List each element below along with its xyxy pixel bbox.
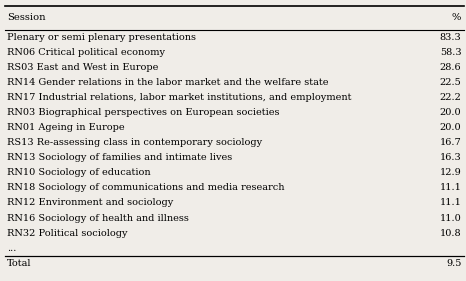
Text: RN18 Sociology of communications and media research: RN18 Sociology of communications and med… xyxy=(7,183,284,192)
Text: 28.6: 28.6 xyxy=(440,63,461,72)
Text: RS13 Re-assessing class in contemporary sociology: RS13 Re-assessing class in contemporary … xyxy=(7,138,262,147)
Text: RN32 Political sociology: RN32 Political sociology xyxy=(7,229,128,238)
Text: RN16 Sociology of health and illness: RN16 Sociology of health and illness xyxy=(7,214,189,223)
Text: 58.3: 58.3 xyxy=(440,48,461,57)
Text: RN01 Ageing in Europe: RN01 Ageing in Europe xyxy=(7,123,124,132)
Text: RN12 Environment and sociology: RN12 Environment and sociology xyxy=(7,198,173,207)
Text: Total: Total xyxy=(7,259,32,268)
Text: 11.1: 11.1 xyxy=(439,183,461,192)
Text: RN10 Sociology of education: RN10 Sociology of education xyxy=(7,168,151,177)
Text: 16.3: 16.3 xyxy=(439,153,461,162)
Text: 11.0: 11.0 xyxy=(439,214,461,223)
Text: RN03 Biographical perspectives on European societies: RN03 Biographical perspectives on Europe… xyxy=(7,108,280,117)
Text: Plenary or semi plenary presentations: Plenary or semi plenary presentations xyxy=(7,33,196,42)
Text: Session: Session xyxy=(7,13,46,22)
Text: 22.5: 22.5 xyxy=(439,78,461,87)
Text: 20.0: 20.0 xyxy=(440,123,461,132)
Text: RN14 Gender relations in the labor market and the welfare state: RN14 Gender relations in the labor marke… xyxy=(7,78,329,87)
Text: 16.7: 16.7 xyxy=(439,138,461,147)
Text: 20.0: 20.0 xyxy=(440,108,461,117)
Text: 9.5: 9.5 xyxy=(446,259,461,268)
Text: %: % xyxy=(452,13,461,22)
Text: RN17 Industrial relations, labor market institutions, and employment: RN17 Industrial relations, labor market … xyxy=(7,93,351,102)
Text: RN06 Critical political economy: RN06 Critical political economy xyxy=(7,48,165,57)
Text: 22.2: 22.2 xyxy=(439,93,461,102)
Text: 10.8: 10.8 xyxy=(440,229,461,238)
Text: RS03 East and West in Europe: RS03 East and West in Europe xyxy=(7,63,158,72)
Text: ...: ... xyxy=(7,244,16,253)
Text: 12.9: 12.9 xyxy=(439,168,461,177)
Text: 11.1: 11.1 xyxy=(439,198,461,207)
Text: RN13 Sociology of families and intimate lives: RN13 Sociology of families and intimate … xyxy=(7,153,232,162)
Text: 83.3: 83.3 xyxy=(439,33,461,42)
